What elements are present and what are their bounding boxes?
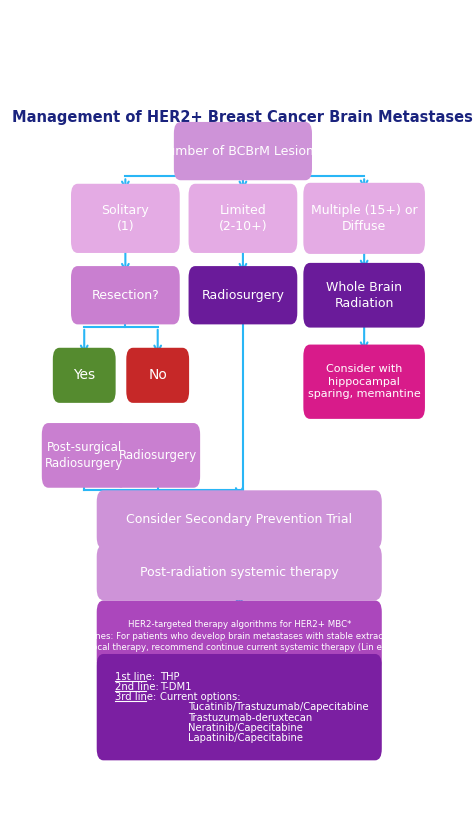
Text: Radiosurgery: Radiosurgery: [201, 289, 284, 302]
FancyBboxPatch shape: [71, 266, 180, 324]
FancyBboxPatch shape: [126, 348, 189, 403]
FancyBboxPatch shape: [189, 184, 297, 253]
Text: Whole Brain
Radiation: Whole Brain Radiation: [326, 280, 402, 310]
FancyBboxPatch shape: [97, 490, 382, 548]
FancyBboxPatch shape: [71, 184, 180, 253]
FancyBboxPatch shape: [303, 344, 425, 418]
Text: Consider Secondary Prevention Trial: Consider Secondary Prevention Trial: [126, 513, 352, 526]
Text: Post-radiation systemic therapy: Post-radiation systemic therapy: [140, 566, 338, 579]
FancyBboxPatch shape: [53, 348, 116, 403]
Text: Number of BCBrM Lesions?: Number of BCBrM Lesions?: [158, 145, 328, 157]
FancyBboxPatch shape: [303, 263, 425, 328]
FancyBboxPatch shape: [115, 423, 200, 488]
Text: Multiple (15+) or
Diffuse: Multiple (15+) or Diffuse: [311, 204, 418, 233]
Text: No: No: [148, 369, 167, 383]
Text: 1st line:: 1st line:: [115, 672, 155, 682]
FancyBboxPatch shape: [174, 122, 312, 181]
FancyBboxPatch shape: [42, 423, 127, 488]
Text: Limited
(2-10+): Limited (2-10+): [219, 204, 267, 233]
Text: Consider with
hippocampal
sparing, memantine: Consider with hippocampal sparing, meman…: [308, 364, 420, 399]
Text: THP: THP: [160, 672, 180, 682]
Text: Tucatinib/Trastuzumab/Capecitabine: Tucatinib/Trastuzumab/Capecitabine: [188, 702, 368, 712]
FancyBboxPatch shape: [303, 183, 425, 254]
Text: HER2-targeted therapy algorithms for HER2+ MBC*
*ASCO guidelines: For patients w: HER2-targeted therapy algorithms for HER…: [32, 621, 447, 651]
FancyBboxPatch shape: [97, 654, 382, 760]
Text: Management of HER2+ Breast Cancer Brain Metastases: Management of HER2+ Breast Cancer Brain …: [12, 111, 474, 126]
Text: Current options:: Current options:: [160, 692, 241, 702]
Text: 3rd line:: 3rd line:: [115, 692, 156, 702]
FancyBboxPatch shape: [97, 545, 382, 600]
Text: Neratinib/Capecitabine: Neratinib/Capecitabine: [188, 723, 303, 733]
Text: Yes: Yes: [73, 369, 95, 383]
Text: 2nd line:: 2nd line:: [115, 682, 159, 692]
Text: Lapatinib/Capecitabine: Lapatinib/Capecitabine: [188, 733, 303, 743]
Text: Radiosurgery: Radiosurgery: [118, 449, 197, 462]
Text: T-DM1: T-DM1: [160, 682, 192, 692]
Text: Solitary
(1): Solitary (1): [101, 204, 149, 233]
FancyBboxPatch shape: [189, 266, 297, 324]
FancyBboxPatch shape: [97, 601, 382, 671]
Text: Trastuzumab-deruxtecan: Trastuzumab-deruxtecan: [188, 712, 312, 722]
Text: Resection?: Resection?: [91, 289, 159, 302]
Text: Post-surgical
Radiosurgery: Post-surgical Radiosurgery: [45, 441, 123, 470]
